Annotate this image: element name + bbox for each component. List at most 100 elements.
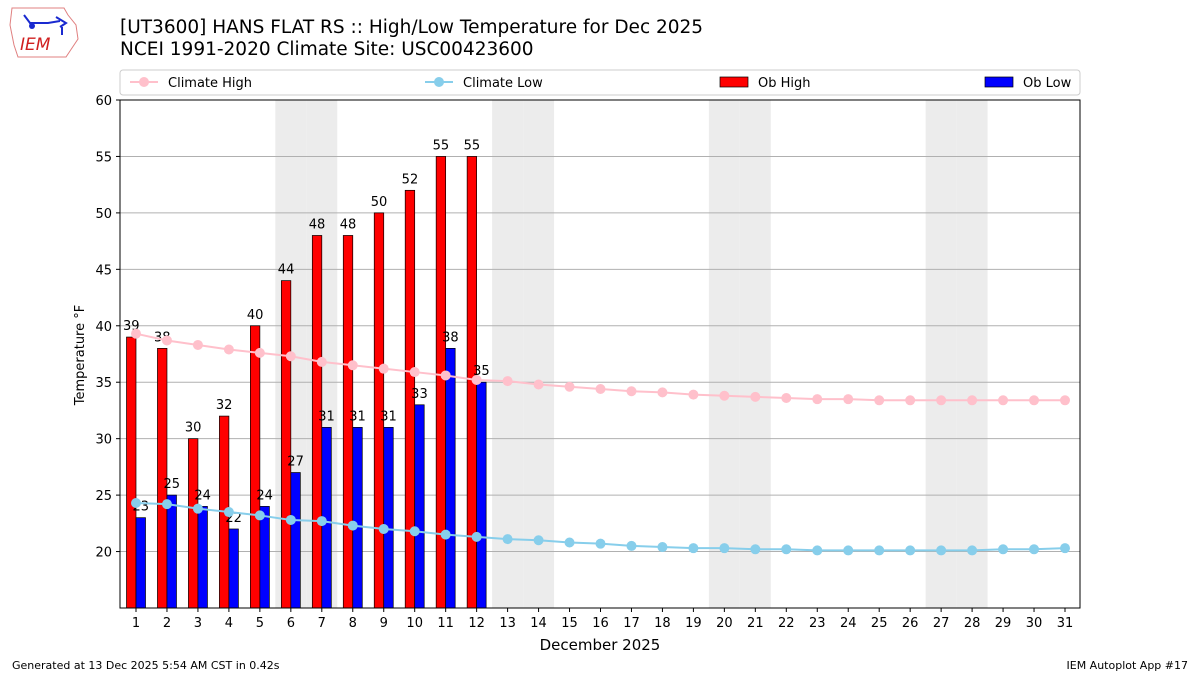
ob-low-bar [166, 494, 177, 609]
climate-high-point [378, 363, 389, 374]
weekend-band [956, 100, 988, 608]
ob-high-label: 44 [278, 263, 295, 278]
ob-high-bar [126, 336, 137, 609]
x-tick-label: 15 [561, 616, 578, 631]
x-axis-label: December 2025 [540, 636, 661, 654]
climate-low-point [254, 510, 265, 521]
climate-high-point [564, 381, 575, 392]
legend-swatch-icon [719, 76, 749, 88]
ob-low-bar [383, 427, 394, 609]
climate-high-point [502, 376, 513, 387]
ob-low-label: 25 [163, 477, 180, 492]
climate-low-point [967, 545, 978, 556]
ob-low-label: 27 [287, 455, 304, 470]
legend-label: Ob High [758, 76, 811, 91]
ob-low-label: 31 [318, 409, 335, 424]
climate-low-point [905, 545, 916, 556]
climate-low-point [285, 514, 296, 525]
legend-swatch-icon [984, 76, 1014, 88]
x-tick-label: 13 [499, 616, 516, 631]
climate-high-point [998, 395, 1009, 406]
ob-low-bar [259, 506, 270, 609]
x-tick-label: 14 [530, 616, 547, 631]
ob-low-label: 24 [194, 488, 211, 503]
chart-title: [UT3600] HANS FLAT RS :: High/Low Temper… [120, 17, 703, 61]
climate-high-point [688, 389, 699, 400]
ob-low-label: 31 [380, 409, 397, 424]
ob-low-label: 31 [349, 409, 366, 424]
y-tick-label: 35 [95, 376, 112, 391]
climate-low-point [533, 535, 544, 546]
climate-high-point [285, 351, 296, 362]
climate-low-point [161, 499, 172, 510]
legend-marker-icon [139, 77, 149, 87]
climate-low-point [347, 520, 358, 531]
ob-high-label: 55 [464, 138, 481, 153]
x-tick-label: 26 [902, 616, 919, 631]
climate-low-point [812, 545, 823, 556]
x-tick-label: 28 [964, 616, 981, 631]
climate-low-point [471, 531, 482, 542]
climate-high-point [347, 360, 358, 371]
x-tick-label: 20 [716, 616, 733, 631]
climate-low-point [1060, 543, 1070, 554]
climate-low-point [688, 543, 699, 554]
y-tick-label: 20 [95, 546, 112, 561]
climate-high-point [440, 370, 451, 381]
ob-low-label: 38 [442, 330, 459, 345]
climate-low-point [131, 498, 141, 509]
ob-high-label: 30 [185, 421, 202, 436]
x-tick-label: 29 [995, 616, 1012, 631]
climate-low-point [657, 542, 668, 553]
climate-low-point [316, 516, 327, 527]
climate-low-point [843, 545, 854, 556]
x-tick-label: 22 [778, 616, 795, 631]
climate-low-point [936, 545, 947, 556]
ob-low-bar [197, 506, 208, 609]
footer-app: IEM Autoplot App #17 [1066, 659, 1189, 672]
weekend-band [925, 100, 957, 608]
x-tick-label: 17 [623, 616, 640, 631]
ob-high-bar [250, 325, 261, 609]
climate-low-point [409, 526, 420, 537]
ob-high-bar [188, 438, 199, 609]
ob-high-label: 32 [216, 398, 233, 413]
climate-low-point [626, 540, 637, 551]
legend-label: Climate High [168, 76, 252, 91]
climate-high-point [843, 394, 854, 405]
climate-low-point [502, 534, 513, 545]
climate-high-point [161, 335, 172, 346]
ob-low-label: 33 [411, 387, 428, 402]
ob-high-label: 55 [433, 138, 450, 153]
y-tick-label: 60 [95, 94, 112, 109]
ob-low-bar [135, 517, 146, 609]
climate-low-point [750, 544, 761, 555]
climate-low-point [595, 538, 606, 549]
x-tick-label: 9 [380, 616, 388, 631]
ob-high-bar [280, 280, 292, 609]
climate-high-point [812, 394, 823, 405]
ob-low-bar [445, 348, 456, 609]
ob-low-bar [414, 404, 425, 609]
y-tick-label: 55 [95, 150, 112, 165]
climate-low-point [440, 529, 451, 540]
ob-low-bar [290, 472, 301, 609]
climate-low-point [781, 544, 792, 555]
climate-high-point [657, 387, 668, 398]
x-tick-label: 16 [592, 616, 609, 631]
x-tick-label: 1 [132, 616, 140, 631]
climate-high-point [223, 344, 234, 355]
x-tick-label: 25 [871, 616, 888, 631]
x-tick-label: 18 [654, 616, 671, 631]
climate-high-point [1029, 395, 1040, 406]
x-tick-label: 11 [437, 616, 454, 631]
climate-high-point [533, 379, 544, 390]
weekend-band [708, 100, 740, 608]
y-tick-label: 50 [95, 207, 112, 222]
plot-frame [119, 99, 1081, 609]
climate-high-point [750, 391, 761, 402]
climate-high-point [967, 395, 978, 406]
legend-label: Climate Low [463, 76, 543, 91]
ob-low-bar [476, 381, 487, 609]
ob-low-bar [352, 427, 363, 609]
